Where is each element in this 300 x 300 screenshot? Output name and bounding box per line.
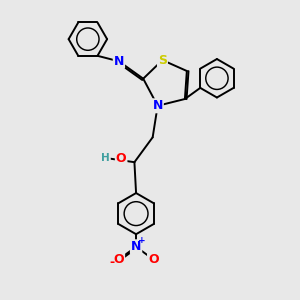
Text: O: O: [148, 253, 159, 266]
Text: -: -: [110, 256, 115, 269]
Text: +: +: [138, 236, 146, 245]
Text: N: N: [114, 55, 124, 68]
Text: O: O: [113, 253, 124, 266]
Text: O: O: [116, 152, 127, 165]
Text: H: H: [101, 153, 110, 163]
Text: N: N: [131, 240, 141, 253]
Text: S: S: [158, 54, 167, 67]
Text: N: N: [152, 99, 163, 112]
